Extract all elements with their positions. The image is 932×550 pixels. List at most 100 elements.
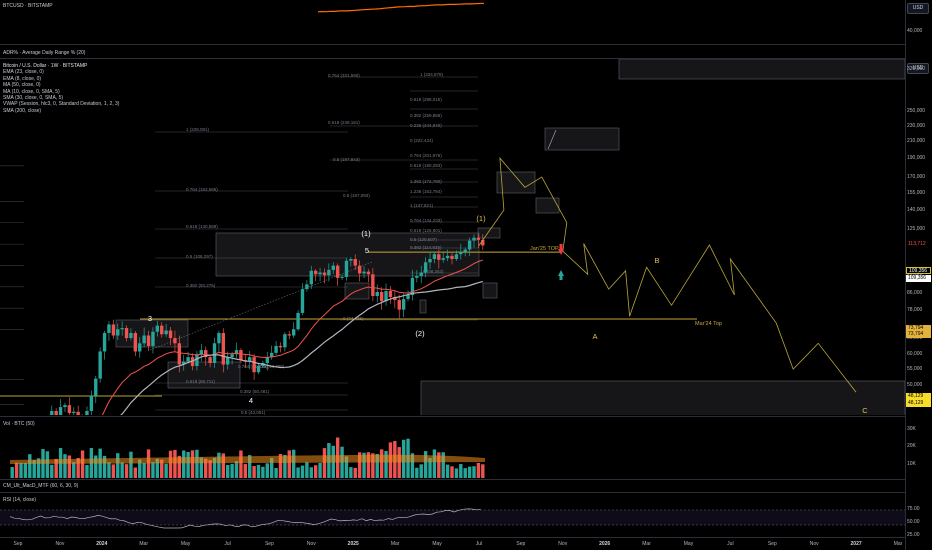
price-axis-label: 230,000 [907,122,926,129]
volume-bar [313,465,318,478]
fib-label: 0.618 (48,709) [255,364,285,369]
currency-button-main[interactable]: USD [907,63,929,74]
candle-body [366,271,371,275]
volume-bar [133,467,138,478]
pane-separator[interactable] [0,492,905,493]
candle-body [50,410,54,415]
pane-separator[interactable] [0,416,905,417]
candle-body [67,405,72,413]
time-axis-label: Jul [224,541,231,547]
time-axis-label: 2026 [599,541,611,547]
candle-body [357,265,362,274]
pane-separator[interactable] [0,44,905,45]
candle-body [160,325,164,335]
candle-body [476,237,481,240]
candle-body [432,254,437,260]
fib-label: 0.618 (190,283) [410,163,442,168]
candle-body [296,312,300,330]
green-arrow-stem [559,276,563,280]
fib-label: 0.5 (43,091) [241,410,266,415]
candle-body [146,335,151,346]
rsi-axis-label: 50.00 [907,519,920,525]
price-pane[interactable]: 0.764 (331,590) 1 (334,878) 0.618 (298,015… [0,59,905,415]
volume-bar [173,449,177,478]
time-axis-label: Sep [516,541,526,547]
volume-axis-label: 10K [907,461,916,467]
candle-body [278,345,283,348]
volume-bar [72,462,76,478]
fib-label: 0.764 (163,586) [186,187,218,192]
volume-bar [437,452,441,478]
price-zone-box [420,380,905,415]
volume-bar [67,455,72,478]
adr-legend[interactable]: ADR% · Average Daily Range % (20) [3,50,86,56]
fib-label: 0 (98,283) [423,269,444,274]
volume-legend[interactable]: Vol · BTC (50) [3,421,35,427]
time-axis-label: May [683,541,694,547]
price-axis-label: 250,000 [907,108,926,115]
wave-label: (1) [476,214,486,223]
volume-bar [375,453,379,478]
volume-bar [349,467,353,478]
adr-axis-label: 40,000 [907,28,923,34]
legend-line: SMA (30, close, 0, SMA, 5) [3,95,64,102]
volume-bar [182,450,186,478]
price-tag: 48,129 [906,400,931,407]
time-axis-label: 2025 [347,541,359,547]
rsi-legend[interactable]: RSI (14, close) [3,497,37,503]
candle-body [248,357,252,362]
candle-body [168,330,173,339]
candle-body [138,343,142,352]
symbol-legend[interactable]: BTCUSD · BITSTAMP [3,3,53,9]
candle-body [428,259,432,263]
price-tag: 73,794 [906,331,931,338]
price-axis-label: 60,000 [907,351,923,358]
volume-bar [450,466,454,478]
rsi-axis-label: 25.00 [907,532,920,538]
price-axis-label: 140,000 [907,207,926,214]
candle-body [459,251,463,255]
fib-label: 1 (228,081) [186,127,210,132]
volume-bar [10,467,14,478]
pane-separator[interactable] [0,58,905,59]
price-axis-label: 170,000 [907,173,926,180]
volume-bar [50,464,54,478]
candle-body [454,254,459,260]
volume-bar [217,452,221,478]
candle-body [362,271,366,274]
legend-line: MA (50, close, 0) [3,82,41,89]
candle-body [72,411,76,413]
candle-body [318,272,322,275]
volume-axis-label: 20K [907,443,916,449]
fib-label: 1 (334,878) [420,72,444,77]
volume-bar [353,467,357,478]
rsi-pane[interactable] [0,494,905,536]
price-axis-label: 86,000 [907,289,923,296]
legend-line: EMA (8, close, 0) [3,75,42,82]
fib-label: 0.618 (68,711) [186,379,215,384]
volume-bar [283,454,287,478]
volume-bar [410,453,415,478]
mar24-top-label: Mar'24 Top [695,321,722,327]
time-axis-label: Nov [55,541,65,547]
volume-bar [142,462,146,478]
volume-bar [102,455,107,478]
candle-body [441,258,445,260]
currency-button[interactable]: USD [907,3,929,14]
volume-bar [54,458,58,478]
pane-separator[interactable] [0,479,905,480]
fib-label: 0.764 (134,233) [410,218,442,223]
candle-body [388,291,393,298]
candle-body [116,329,120,336]
legend-line: Bitcoin / U.S. Dollar · 1W · BITSTAMP [3,63,88,69]
time-axis-label: Jul [475,541,483,547]
candle-body [54,410,58,415]
volume-ma-band [10,454,485,464]
volume-bar [23,462,28,478]
candle-body [331,265,335,270]
candle-body [111,324,116,336]
volume-pane[interactable] [0,418,905,478]
time-axis-label: Mar [893,541,903,547]
macd-legend[interactable]: CM_Ult_MacD_MTF (60, 6, 30, 9) [3,483,79,489]
candle-body [124,328,129,339]
